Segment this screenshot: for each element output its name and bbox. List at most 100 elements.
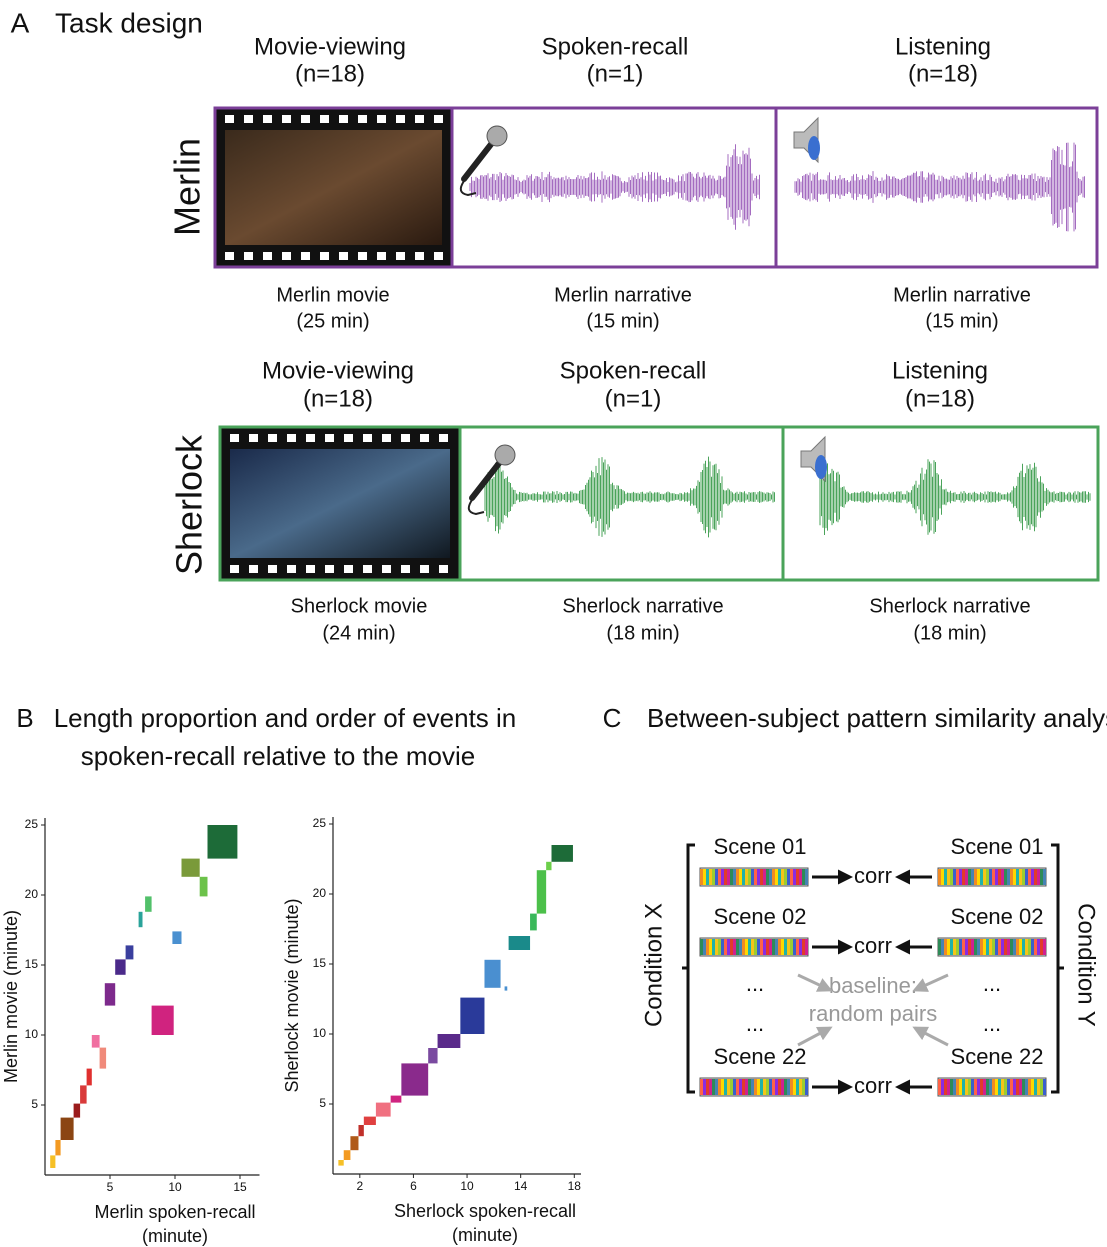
event-block bbox=[73, 1103, 81, 1118]
scene-label: Scene 02 bbox=[714, 904, 807, 929]
pattern-stripe bbox=[763, 869, 766, 885]
pattern-stripe bbox=[733, 869, 736, 885]
condition-n: (n=18) bbox=[905, 385, 975, 412]
panel-label: C bbox=[603, 703, 622, 733]
pattern-stripe bbox=[700, 939, 703, 955]
pattern-stripe bbox=[968, 939, 971, 955]
condition-title: Listening bbox=[892, 357, 988, 384]
film-hole bbox=[434, 115, 443, 123]
pattern-stripe bbox=[971, 939, 974, 955]
y-axis-label: Merlin movie (minute) bbox=[1, 910, 21, 1083]
pattern-stripe bbox=[745, 869, 748, 885]
stimulus-duration: (15 min) bbox=[925, 310, 998, 332]
pattern-stripe bbox=[965, 869, 968, 885]
pattern-stripe bbox=[1031, 1079, 1034, 1095]
pattern-stripe bbox=[769, 1079, 772, 1095]
pattern-stripe bbox=[739, 939, 742, 955]
pattern-stripe bbox=[757, 1079, 760, 1095]
x-tick-label: 2 bbox=[356, 1179, 363, 1193]
pattern-stripe bbox=[983, 869, 986, 885]
pattern-stripe bbox=[778, 939, 781, 955]
condition-title: Movie-viewing bbox=[254, 33, 406, 60]
x-tick-label: 18 bbox=[568, 1179, 582, 1193]
pattern-stripe bbox=[983, 939, 986, 955]
film-hole bbox=[230, 565, 239, 573]
pattern-stripe bbox=[974, 869, 977, 885]
pattern-stripe bbox=[790, 1079, 793, 1095]
pattern-stripe bbox=[1040, 939, 1043, 955]
panel-title: spoken-recall relative to the movie bbox=[81, 741, 476, 771]
event-block bbox=[401, 1063, 429, 1096]
event-block bbox=[104, 983, 116, 1006]
event-block bbox=[199, 876, 208, 897]
pattern-stripe bbox=[781, 1079, 784, 1095]
event-block bbox=[91, 1035, 100, 1048]
ellipsis: ... bbox=[746, 971, 764, 996]
pattern-stripe bbox=[980, 1079, 983, 1095]
pattern-stripe bbox=[962, 939, 965, 955]
scene-label: Scene 02 bbox=[951, 904, 1044, 929]
scene-label: Scene 01 bbox=[714, 834, 807, 859]
event-block bbox=[375, 1102, 391, 1117]
panel-title: Between-subject pattern similarity analy… bbox=[647, 703, 1107, 733]
pattern-stripe bbox=[709, 1079, 712, 1095]
event-block bbox=[55, 1140, 61, 1156]
y-tick-label: 5 bbox=[31, 1097, 38, 1111]
x-axis-label: (minute) bbox=[452, 1225, 518, 1245]
pattern-stripe bbox=[700, 1079, 703, 1095]
film-hole bbox=[396, 115, 405, 123]
pattern-stripe bbox=[971, 1079, 974, 1095]
pattern-stripe bbox=[769, 869, 772, 885]
condition-n: (n=1) bbox=[587, 60, 644, 87]
film-hole bbox=[363, 434, 372, 442]
pattern-stripe bbox=[1037, 869, 1040, 885]
condition-n: (n=1) bbox=[605, 385, 662, 412]
ellipsis: ... bbox=[746, 1011, 764, 1036]
pattern-stripe bbox=[1004, 1079, 1007, 1095]
pattern-stripe bbox=[1022, 939, 1025, 955]
pattern-stripe bbox=[950, 869, 953, 885]
pattern-stripe bbox=[989, 939, 992, 955]
panel-label: B bbox=[16, 703, 33, 733]
pattern-stripe bbox=[751, 939, 754, 955]
mic-handle bbox=[461, 140, 495, 182]
pattern-stripe bbox=[796, 939, 799, 955]
pattern-stripe bbox=[724, 939, 727, 955]
pattern-stripe bbox=[721, 939, 724, 955]
pattern-stripe bbox=[772, 1079, 775, 1095]
pattern-stripe bbox=[784, 939, 787, 955]
pattern-stripe bbox=[983, 1079, 986, 1095]
pattern-stripe bbox=[1034, 1079, 1037, 1095]
film-hole bbox=[339, 115, 348, 123]
pattern-stripe bbox=[1019, 1079, 1022, 1095]
film-hole bbox=[401, 434, 410, 442]
x-tick-label: 5 bbox=[107, 1180, 114, 1194]
bracket bbox=[682, 843, 695, 1094]
pattern-stripe bbox=[796, 1079, 799, 1095]
pattern-stripe bbox=[1001, 939, 1004, 955]
pattern-stripe bbox=[793, 869, 796, 885]
pattern-stripe bbox=[1025, 869, 1028, 885]
film-hole bbox=[358, 115, 367, 123]
film-hole bbox=[415, 252, 424, 260]
film-hole bbox=[230, 434, 239, 442]
pattern-stripe bbox=[980, 869, 983, 885]
pattern-stripe bbox=[971, 869, 974, 885]
pattern-stripe bbox=[778, 869, 781, 885]
pattern-stripe bbox=[736, 869, 739, 885]
pattern-stripe bbox=[965, 1079, 968, 1095]
pattern-stripe bbox=[760, 1079, 763, 1095]
pattern-stripe bbox=[790, 869, 793, 885]
pattern-stripe bbox=[748, 869, 751, 885]
pattern-stripe bbox=[742, 869, 745, 885]
event-block bbox=[343, 1150, 351, 1160]
pattern-stripe bbox=[1043, 869, 1046, 885]
film-hole bbox=[420, 434, 429, 442]
event-block bbox=[536, 870, 547, 914]
film-hole bbox=[344, 565, 353, 573]
pattern-stripe bbox=[766, 1079, 769, 1095]
event-block bbox=[99, 1047, 107, 1069]
y-tick-label: 25 bbox=[313, 816, 327, 830]
pattern-stripe bbox=[784, 1079, 787, 1095]
pattern-stripe bbox=[980, 939, 983, 955]
